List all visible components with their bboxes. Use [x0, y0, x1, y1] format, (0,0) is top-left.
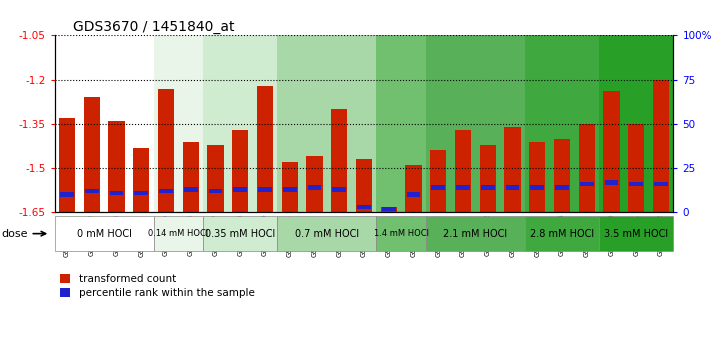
- Bar: [357, 205, 371, 209]
- Text: 0 mM HOCl: 0 mM HOCl: [76, 229, 132, 239]
- Text: 3.5 mM HOCl: 3.5 mM HOCl: [604, 229, 668, 239]
- Bar: [529, 142, 545, 212]
- Bar: [480, 144, 496, 212]
- Bar: [60, 193, 74, 197]
- Text: 0.14 mM HOCl: 0.14 mM HOCl: [149, 229, 208, 238]
- Bar: [154, 35, 203, 212]
- Bar: [257, 86, 273, 212]
- Bar: [159, 189, 173, 193]
- Bar: [628, 124, 644, 212]
- Bar: [158, 88, 174, 212]
- Bar: [209, 189, 222, 193]
- Text: 0.7 mM HOCl: 0.7 mM HOCl: [295, 229, 359, 239]
- Bar: [203, 216, 277, 251]
- Bar: [579, 124, 595, 212]
- Bar: [282, 162, 298, 212]
- Text: GDS3670 / 1451840_at: GDS3670 / 1451840_at: [73, 21, 234, 34]
- Bar: [234, 187, 247, 192]
- Text: 0.35 mM HOCl: 0.35 mM HOCl: [205, 229, 275, 239]
- Bar: [207, 144, 223, 212]
- Text: 1.4 mM HOCl: 1.4 mM HOCl: [373, 229, 429, 238]
- Bar: [232, 130, 248, 212]
- Bar: [481, 185, 494, 190]
- Legend: transformed count, percentile rank within the sample: transformed count, percentile rank withi…: [60, 274, 254, 298]
- Bar: [183, 142, 199, 212]
- Bar: [580, 182, 593, 186]
- Bar: [455, 130, 471, 212]
- Bar: [108, 121, 124, 212]
- Bar: [505, 127, 521, 212]
- Bar: [525, 35, 599, 212]
- Text: 2.1 mM HOCl: 2.1 mM HOCl: [443, 229, 507, 239]
- Bar: [407, 193, 420, 197]
- Bar: [381, 206, 397, 212]
- Bar: [203, 35, 277, 212]
- Text: 2.8 mM HOCl: 2.8 mM HOCl: [530, 229, 594, 239]
- Bar: [555, 185, 569, 190]
- Bar: [333, 187, 346, 192]
- Bar: [426, 35, 525, 212]
- Bar: [331, 109, 347, 212]
- Bar: [84, 97, 100, 212]
- Bar: [306, 156, 323, 212]
- Bar: [654, 182, 668, 186]
- Bar: [277, 216, 376, 251]
- Bar: [432, 185, 445, 190]
- Bar: [376, 216, 426, 251]
- Bar: [376, 35, 426, 212]
- Bar: [85, 189, 98, 193]
- Bar: [59, 118, 75, 212]
- Bar: [258, 187, 272, 192]
- Bar: [525, 216, 599, 251]
- Bar: [154, 216, 203, 251]
- Bar: [277, 35, 376, 212]
- Bar: [554, 139, 570, 212]
- Bar: [430, 150, 446, 212]
- Bar: [653, 80, 669, 212]
- Bar: [110, 191, 123, 195]
- Bar: [55, 216, 154, 251]
- Bar: [135, 191, 148, 195]
- Bar: [506, 185, 519, 190]
- Bar: [599, 216, 673, 251]
- Bar: [426, 216, 525, 251]
- Bar: [531, 185, 544, 190]
- Bar: [184, 187, 197, 192]
- Bar: [630, 182, 643, 186]
- Bar: [456, 185, 470, 190]
- Bar: [604, 91, 620, 212]
- Bar: [599, 35, 673, 212]
- Bar: [605, 180, 618, 184]
- Bar: [382, 207, 395, 211]
- Bar: [356, 159, 372, 212]
- Bar: [405, 165, 422, 212]
- Bar: [133, 148, 149, 212]
- Bar: [283, 187, 296, 192]
- Text: dose: dose: [1, 229, 46, 239]
- Bar: [308, 185, 321, 190]
- Bar: [55, 35, 154, 212]
